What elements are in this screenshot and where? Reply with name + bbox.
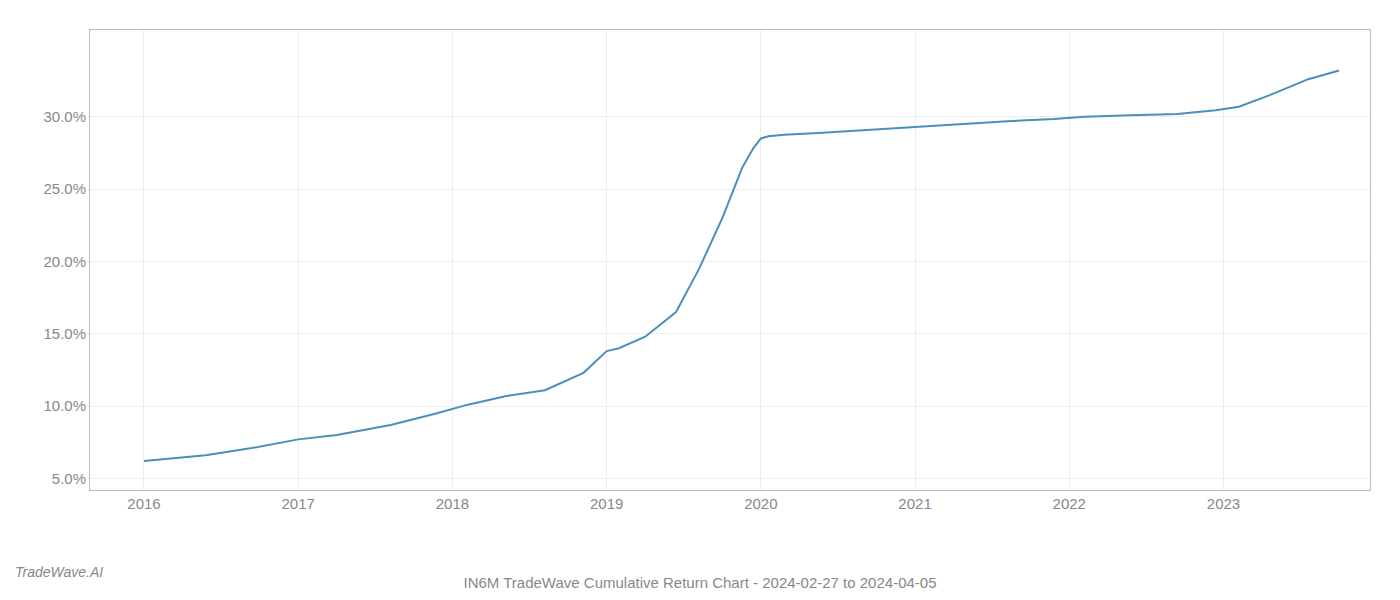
svg-text:20.0%: 20.0% — [43, 253, 86, 270]
svg-text:15.0%: 15.0% — [43, 325, 86, 342]
svg-text:10.0%: 10.0% — [43, 397, 86, 414]
svg-text:2018: 2018 — [436, 495, 469, 512]
svg-text:30.0%: 30.0% — [43, 108, 86, 125]
svg-text:2022: 2022 — [1053, 495, 1086, 512]
svg-text:2019: 2019 — [590, 495, 623, 512]
svg-text:IN6M TradeWave Cumulative Retu: IN6M TradeWave Cumulative Return Chart -… — [463, 574, 936, 591]
svg-text:2021: 2021 — [898, 495, 931, 512]
svg-text:2020: 2020 — [744, 495, 777, 512]
svg-text:2023: 2023 — [1207, 495, 1240, 512]
svg-text:2016: 2016 — [127, 495, 160, 512]
svg-text:25.0%: 25.0% — [43, 180, 86, 197]
svg-text:2017: 2017 — [282, 495, 315, 512]
svg-text:5.0%: 5.0% — [52, 470, 86, 487]
svg-text:TradeWave.AI: TradeWave.AI — [15, 564, 103, 580]
